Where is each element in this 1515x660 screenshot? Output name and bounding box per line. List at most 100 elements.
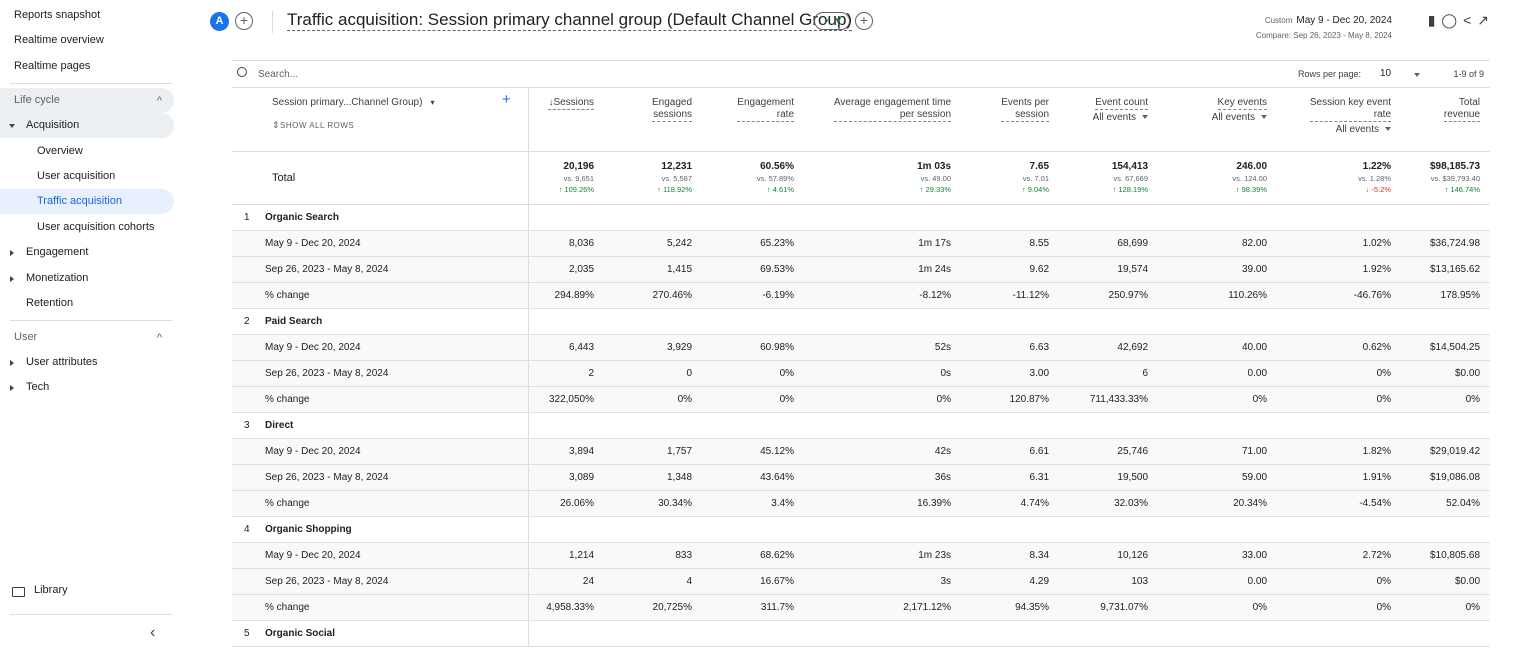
metric-selector[interactable]: All events <box>1059 112 1148 124</box>
metric-cell: 30.34% <box>604 490 703 517</box>
column-title-line: per session <box>899 109 952 120</box>
metric-cell: 250.97% <box>1059 282 1159 309</box>
show-all-rows[interactable]: SHOW ALL ROWS <box>272 119 518 132</box>
total-compare: vs. 57.89% <box>756 174 795 183</box>
group-name: Organic Shopping <box>265 516 529 543</box>
column-title-line: session <box>1015 109 1050 120</box>
metric-cell: 6,443 <box>527 334 605 361</box>
nav-item-active[interactable]: Traffic acquisition <box>0 189 174 214</box>
column-header[interactable]: Event count All events <box>1059 88 1158 151</box>
column-header[interactable]: Engagement rate <box>702 88 804 151</box>
metric-cell: $19,086.08 <box>1401 464 1491 491</box>
total-change: ↑ 109.26% <box>558 185 595 194</box>
nav-item[interactable]: Monetization <box>0 266 174 291</box>
add-button[interactable]: + <box>235 12 253 30</box>
nav-item[interactable]: Realtime pages <box>14 60 91 72</box>
metric-cell: 19,500 <box>1059 464 1159 491</box>
data-row: Sep 26, 2023 - May 8, 2024 2 0 0% 0s 3.00 6 0.0… <box>232 360 1491 387</box>
report-card: Search... Rows per page: 10 1-9 of 9 Ses… <box>232 60 1491 660</box>
row-spacer <box>232 256 265 283</box>
nav-section[interactable]: Life cycle <box>0 88 174 114</box>
group-number: 4 <box>232 516 265 543</box>
metric-cell: 10,126 <box>1059 542 1159 569</box>
column-header[interactable]: Key events All events <box>1158 88 1277 151</box>
nav-item[interactable]: Reports snapshot <box>14 9 101 21</box>
search-box[interactable]: Search... <box>236 67 299 80</box>
metric-cell: -8.12% <box>804 282 962 309</box>
metric-cell: 3,929 <box>604 334 703 361</box>
total-change: ↑ 29.33% <box>919 185 952 194</box>
dropdown-arrow[interactable]: ▾ <box>430 98 435 107</box>
metric-selector[interactable]: All events <box>1158 112 1267 124</box>
metric-cell: 32.03% <box>1059 490 1159 517</box>
header-icons[interactable]: ▮◯<↗ <box>1427 12 1495 28</box>
add-comparison[interactable]: + <box>855 12 873 30</box>
metric-cell: 4.29 <box>961 568 1060 595</box>
column-title: Event count <box>1095 97 1149 110</box>
metric-cell: 6.31 <box>961 464 1060 491</box>
nav-item[interactable]: Acquisition <box>0 113 174 138</box>
nav-item[interactable]: Engagement <box>0 240 174 265</box>
column-header[interactable]: Engaged sessions <box>604 88 702 151</box>
metric-cell: 9,731.07% <box>1059 594 1159 621</box>
column-title-line: rate <box>776 109 795 120</box>
dimension-header: Session primary...Channel Group) ▾ + SHOW A… <box>232 88 528 151</box>
filter-chip[interactable]: ✓ ▾ <box>814 12 850 30</box>
column-title-line: Engagement <box>737 97 795 108</box>
metric-cell: 52s <box>804 334 962 361</box>
metric-cell: $0.00 <box>1401 360 1491 387</box>
dimension-label[interactable]: Session primary...Channel Group) <box>272 97 423 108</box>
column-header[interactable]: Session key event rate All events <box>1277 88 1401 151</box>
metric-cell: 0% <box>1401 594 1491 621</box>
date-mode: Custom <box>1264 16 1293 25</box>
rows-select[interactable]: 10 <box>1380 68 1392 79</box>
column-header[interactable]: Sessions <box>527 88 605 151</box>
metric-selector[interactable]: All events <box>1277 124 1391 136</box>
date-range[interactable]: Custom May 9 - Dec 20, 2024 <box>1265 15 1392 26</box>
metric-cell: $14,504.25 <box>1401 334 1491 361</box>
metric-cell: 9.62 <box>961 256 1060 283</box>
nav-item[interactable]: Overview <box>37 145 83 157</box>
total-row: Total 20,196 vs. 9,651 ↑ 109.26% 12,231 vs. 5… <box>232 150 1491 205</box>
date-value: May 9 - Dec 20, 2024 <box>1296 15 1392 26</box>
column-title: Total revenue <box>1443 97 1481 122</box>
metric-cell: 65.23% <box>702 230 805 257</box>
metric-cell: -46.76% <box>1277 282 1402 309</box>
library-link[interactable]: Library <box>12 584 68 597</box>
metric-cell: $36,724.98 <box>1401 230 1491 257</box>
column-title: Engaged sessions <box>651 97 693 122</box>
nav-item[interactable]: User acquisition cohorts <box>37 221 155 233</box>
metric-cell: 8,036 <box>527 230 605 257</box>
metric-cell: 3,894 <box>527 438 605 465</box>
metric-cell: 59.00 <box>1158 464 1278 491</box>
add-dimension[interactable]: + <box>502 91 511 108</box>
collapse-button[interactable]: ‹ <box>150 624 156 641</box>
metric-cell: 8.34 <box>961 542 1060 569</box>
column-header[interactable]: Average engagement time per session <box>804 88 961 151</box>
total-compare: vs. $39,793.40 <box>1430 174 1481 183</box>
nav-section[interactable]: User <box>0 325 174 351</box>
column-header[interactable]: Events per session <box>961 88 1059 151</box>
nav-item[interactable]: User acquisition <box>37 170 116 182</box>
metric-cell: -6.19% <box>702 282 805 309</box>
total-value: 60.56% <box>760 161 795 172</box>
column-title-line: Total <box>1458 97 1481 108</box>
nav-item[interactable]: Realtime overview <box>14 34 104 46</box>
column-header[interactable]: Total revenue <box>1401 88 1490 151</box>
nav-item[interactable]: Tech <box>0 375 174 400</box>
group-name: Organic Social <box>265 620 529 647</box>
metric-cell: 311.7% <box>702 594 805 621</box>
row-label: % change <box>265 282 529 309</box>
metric-cell: 3s <box>804 568 962 595</box>
nav-item[interactable]: User attributes <box>0 350 174 375</box>
column-title-line: Engaged <box>651 97 693 108</box>
metric-cell: 52.04% <box>1401 490 1491 517</box>
metric-cell: 16.39% <box>804 490 962 517</box>
nav-item[interactable]: Retention <box>26 297 74 309</box>
data-row: Sep 26, 2023 - May 8, 2024 24 4 16.67% 3s 4.2… <box>232 568 1491 595</box>
avatar[interactable]: A <box>210 12 229 31</box>
report-title: Traffic acquisition: Session primary cha… <box>287 10 853 31</box>
total-change: ↑ 98.39% <box>1235 185 1268 194</box>
rows-dropdown[interactable] <box>1414 73 1420 77</box>
row-label: May 9 - Dec 20, 2024 <box>265 542 529 569</box>
